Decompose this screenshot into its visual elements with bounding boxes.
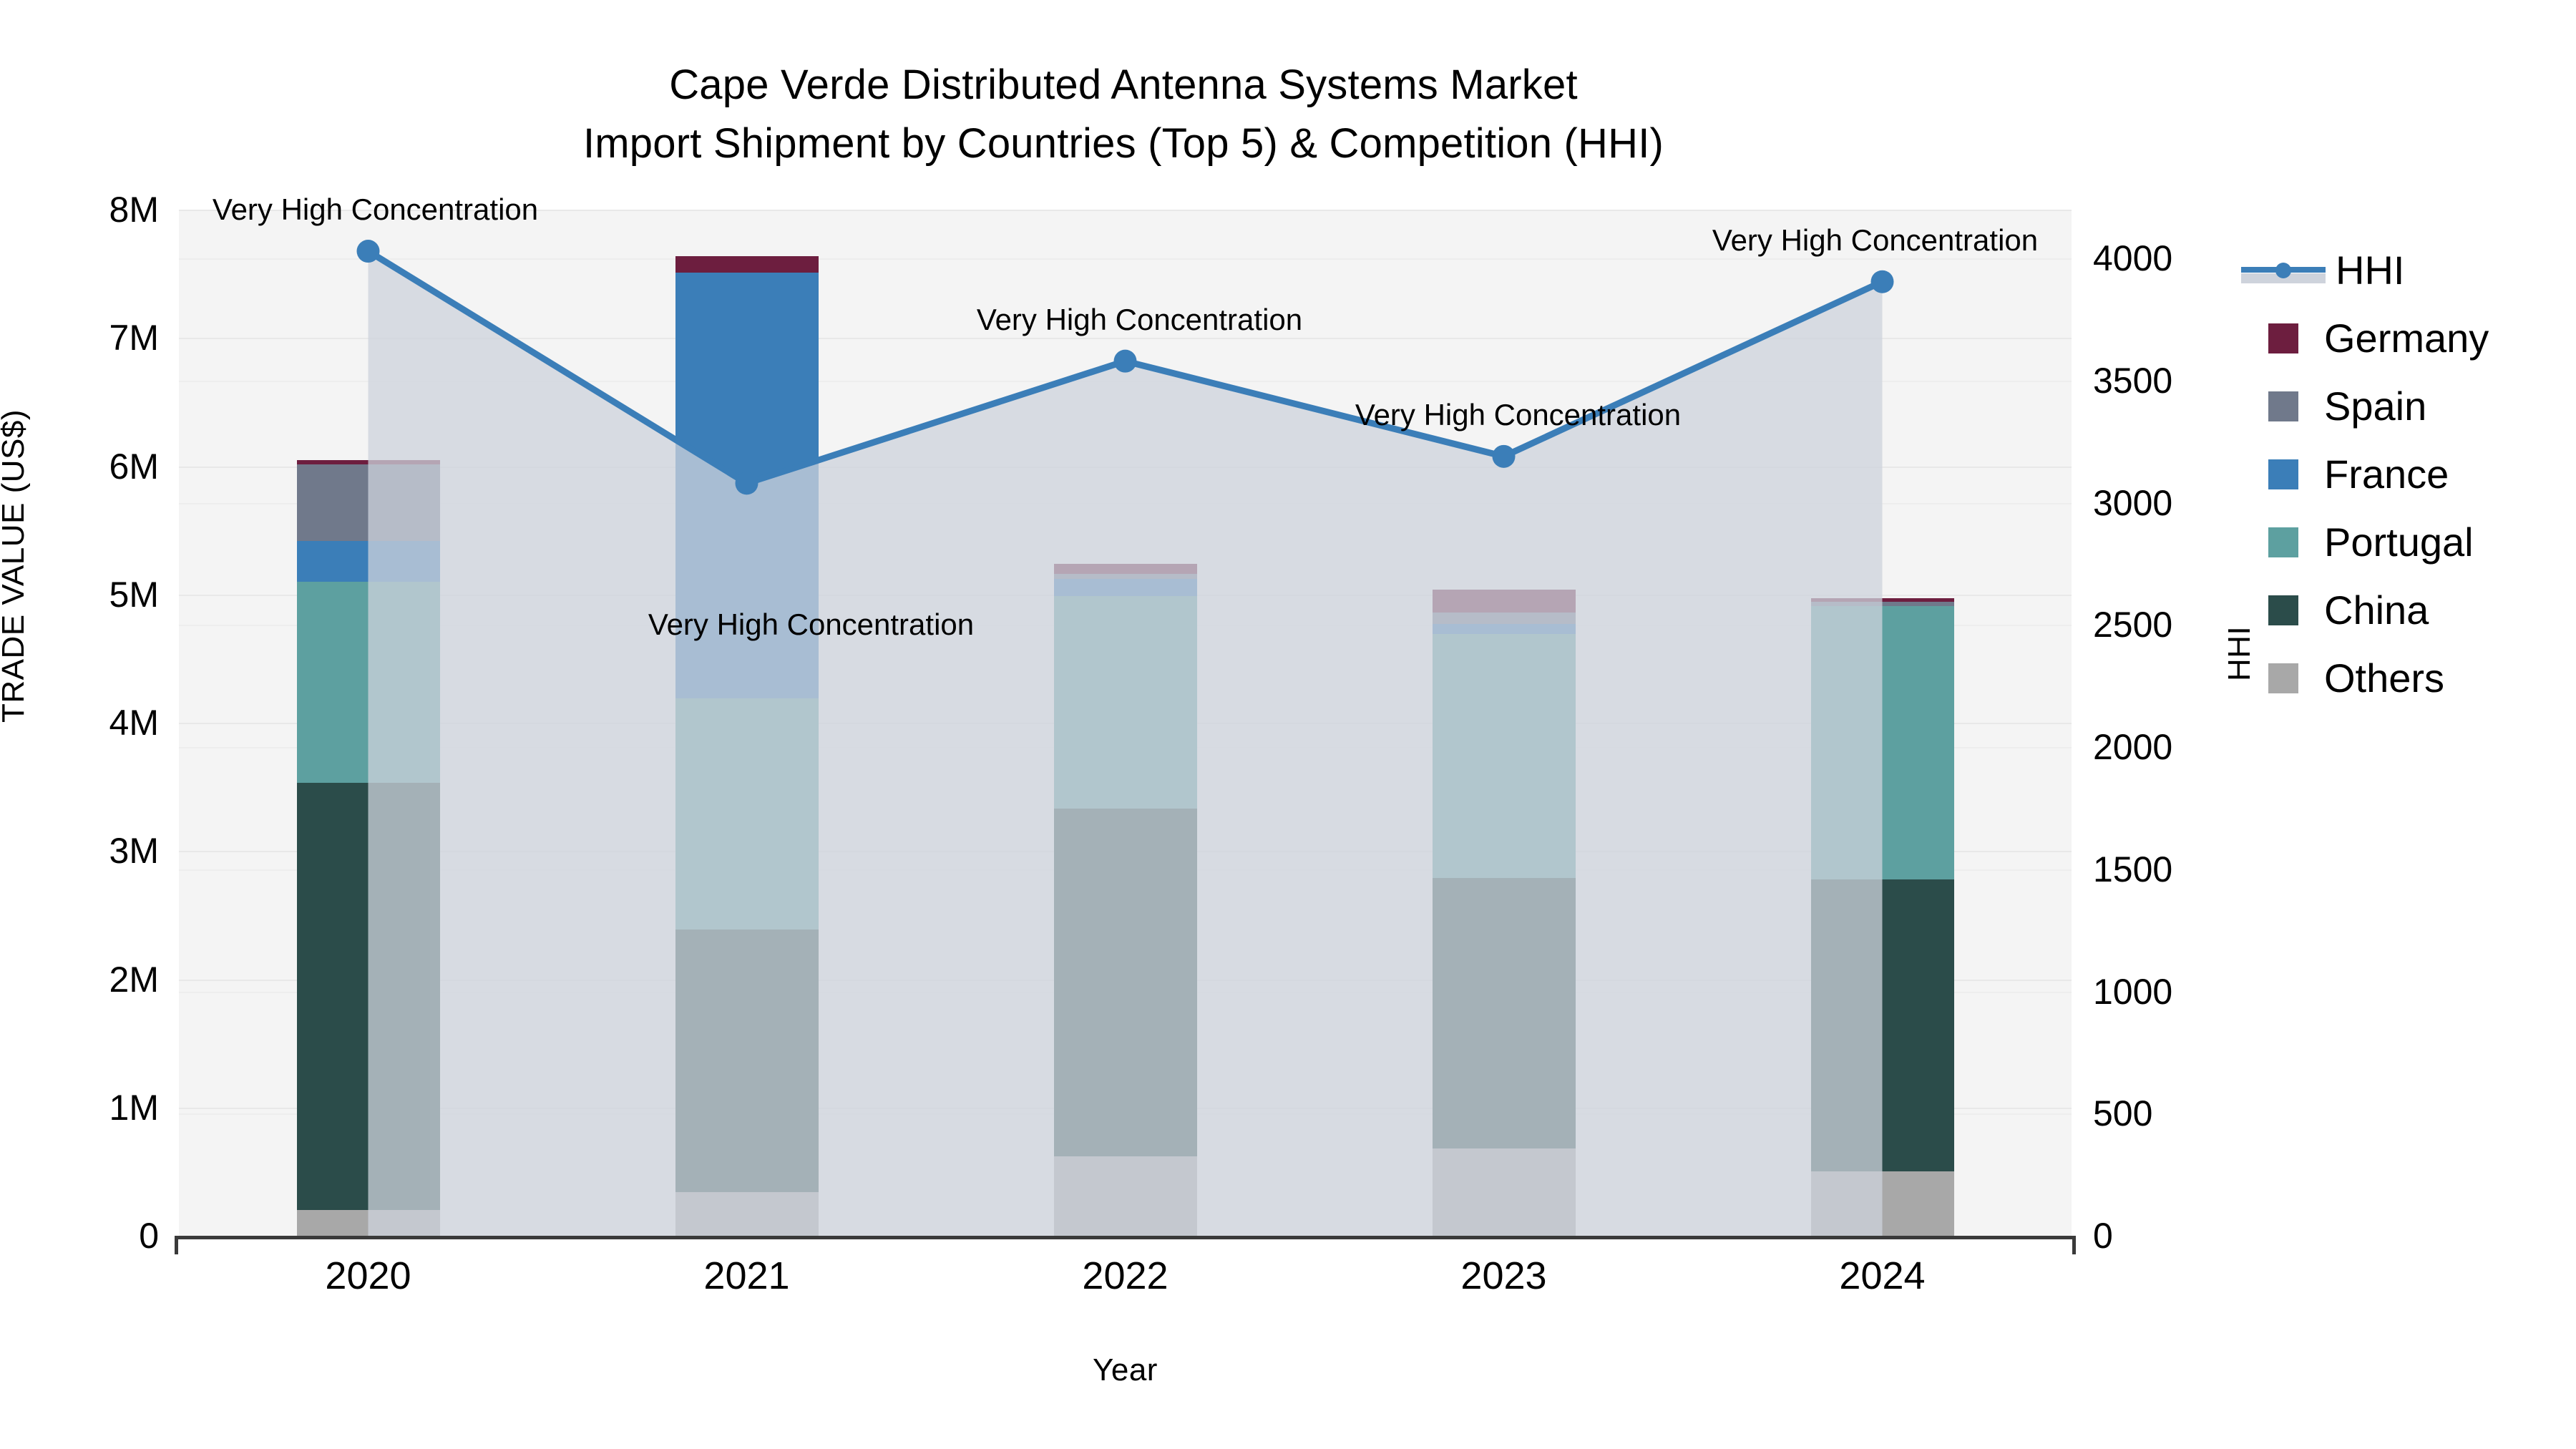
y-axis-right-tick-label: 0: [2093, 1216, 2113, 1256]
x-axis-right-cap: [2072, 1236, 2076, 1254]
y-axis-right-tick-label: 3000: [2093, 482, 2173, 523]
hhi-marker[interactable]: [1113, 349, 1137, 373]
plot-area: Very High Concentration Very High Concent…: [179, 192, 2072, 1237]
legend-item-label: HHI: [2336, 247, 2405, 293]
bar-segment-germany[interactable]: [675, 255, 819, 273]
hhi-marker[interactable]: [735, 472, 758, 495]
y-axis-left-tick-label: 5M: [109, 574, 159, 615]
gridline: [179, 210, 2072, 211]
y-axis-left-tick-label: 6M: [109, 446, 159, 487]
chart-subtitle: Import Shipment by Countries (Top 5) & C…: [582, 120, 1664, 167]
y-axis-right-tick-label: 4000: [2093, 238, 2173, 279]
x-axis-tick-label: 2023: [1460, 1254, 1547, 1297]
legend-item-label: Germany: [2324, 315, 2489, 361]
x-axis-left-cap: [175, 1236, 178, 1254]
chart-legend: HHI Germany Spain France Portugal China Others: [2241, 236, 2569, 712]
legend-item-others[interactable]: Others: [2268, 644, 2569, 712]
legend-swatch-icon: [2268, 391, 2298, 421]
y-axis-left-tick-label: 0: [139, 1216, 159, 1256]
hhi-marker[interactable]: [356, 240, 380, 263]
hhi-line-series: [356, 240, 1894, 1236]
x-axis-tick-label: 2022: [1082, 1254, 1169, 1297]
legend-item-china[interactable]: China: [2268, 576, 2569, 644]
legend-item-france[interactable]: France: [2268, 440, 2569, 508]
x-axis-label: Year: [1093, 1352, 1158, 1387]
legend-line-marker-icon: [2241, 255, 2326, 286]
y-axis-right-tick-label: 2500: [2093, 605, 2173, 645]
legend-swatch-icon: [2268, 595, 2298, 625]
legend-swatch-icon: [2268, 459, 2298, 489]
chart-title-block: Cape Verde Distributed Antenna Systems M…: [0, 56, 2247, 174]
legend-item-germany[interactable]: Germany: [2268, 304, 2569, 372]
y-axis-right-tick-label: 1500: [2093, 849, 2173, 889]
concentration-annotation: Very High Concentration: [1355, 397, 1682, 431]
hhi-area-fill: [368, 251, 1883, 1236]
y-axis-left-tick-label: 4M: [109, 703, 159, 743]
legend-item-label: China: [2324, 587, 2429, 633]
y-axis-left-tick-label: 8M: [109, 190, 159, 230]
concentration-annotation: Very High Concentration: [976, 302, 1303, 336]
legend-item-label: Portugal: [2324, 519, 2474, 565]
gridline: [179, 338, 2072, 340]
legend-swatch-icon: [2268, 323, 2298, 353]
gridline: [179, 258, 2072, 260]
legend-item-hhi[interactable]: HHI: [2241, 236, 2569, 304]
y-axis-right-tick-label: 3500: [2093, 361, 2173, 401]
x-axis-tick-label: 2024: [1839, 1254, 1926, 1297]
legend-swatch-icon: [2268, 663, 2298, 693]
legend-swatch-icon: [2268, 527, 2298, 557]
legend-item-label: Spain: [2324, 383, 2427, 429]
chart-title: Cape Verde Distributed Antenna Systems M…: [669, 62, 1578, 108]
y-axis-left-tick-label: 2M: [109, 959, 159, 1000]
x-axis-line: [175, 1236, 2076, 1239]
legend-item-label: France: [2324, 451, 2449, 497]
y-axis-right-tick-label: 2000: [2093, 727, 2173, 768]
hhi-markers: [356, 240, 1894, 495]
y-axis-right-tick-label: 1000: [2093, 971, 2173, 1012]
legend-item-spain[interactable]: Spain: [2268, 372, 2569, 440]
y-axis-left-tick-label: 7M: [109, 318, 159, 358]
concentration-annotation: Very High Concentration: [648, 608, 975, 642]
concentration-annotation: Very High Concentration: [1712, 223, 2039, 257]
concentration-annotation: Very High Concentration: [212, 192, 539, 227]
x-axis-tick-label: 2021: [703, 1254, 790, 1297]
hhi-marker[interactable]: [1492, 444, 1516, 468]
y-axis-left-tick-label: 3M: [109, 831, 159, 872]
legend-item-label: Others: [2324, 655, 2445, 701]
y-axis-right-tick-label: 500: [2093, 1093, 2153, 1134]
legend-item-portugal[interactable]: Portugal: [2268, 508, 2569, 576]
hhi-marker[interactable]: [1870, 270, 1894, 293]
y-axis-right-label: HHI: [2222, 625, 2257, 681]
y-axis-left-tick-label: 1M: [109, 1087, 159, 1128]
x-axis-tick-label: 2020: [325, 1254, 411, 1297]
